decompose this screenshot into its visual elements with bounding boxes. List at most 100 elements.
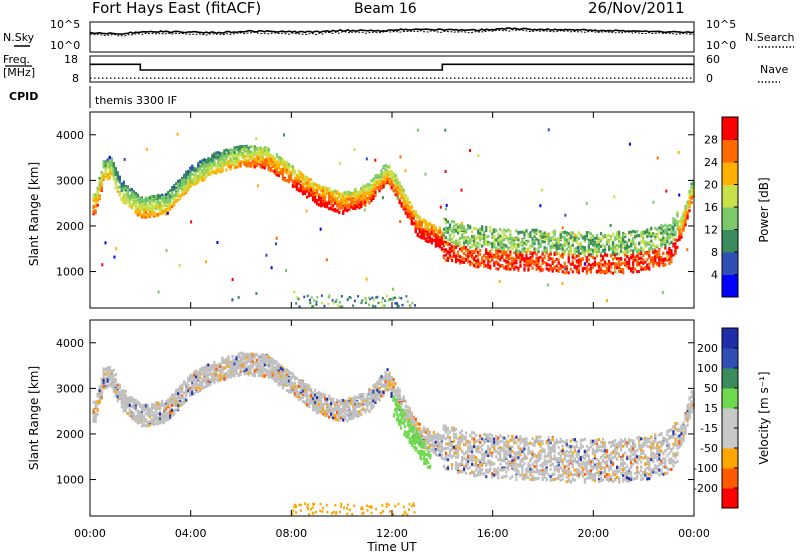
power-cell: [330, 197, 333, 201]
power-cell-sparse: [539, 204, 542, 208]
power-cell: [96, 203, 99, 207]
velocity-cell: [171, 411, 174, 415]
power-cell: [156, 193, 160, 197]
velocity-cell: [124, 402, 127, 406]
velocity-cell: [144, 404, 148, 408]
power-cell: [169, 207, 172, 211]
power-cell: [225, 154, 228, 158]
power-cell: [420, 220, 423, 224]
power-cell: [519, 230, 522, 234]
power-cell: [98, 177, 101, 181]
power-cell: [654, 259, 657, 263]
power-cell-sparse: [673, 223, 676, 227]
power-cell: [607, 233, 611, 237]
power-cell: [450, 258, 454, 262]
power-cell: [334, 189, 337, 193]
power-cell: [505, 255, 508, 259]
power-cell-low: [373, 299, 376, 302]
power-cell: [203, 158, 206, 162]
power-cell: [684, 207, 687, 211]
power-cell: [134, 205, 137, 209]
power-cell: [183, 179, 186, 183]
power-cell: [617, 264, 621, 268]
power-cell: [92, 199, 95, 203]
power-cell-sparse: [270, 266, 273, 270]
power-cell: [263, 150, 266, 154]
power-cell: [601, 270, 605, 274]
power-cell: [469, 238, 472, 242]
velocity-cell: [144, 420, 148, 424]
power-cell: [158, 208, 162, 212]
power-cell: [324, 186, 327, 190]
power-cell-sparse: [204, 260, 207, 264]
power-cell: [303, 182, 307, 186]
power-cell: [185, 179, 188, 183]
velocity-cell: [126, 397, 129, 401]
power-cell: [285, 164, 288, 168]
power-cell: [185, 176, 188, 180]
power-cell: [370, 184, 373, 188]
power-cell: [513, 245, 516, 249]
power-cell: [543, 234, 546, 238]
power-cell: [684, 204, 687, 208]
power-cell: [555, 264, 558, 268]
power-cell: [660, 231, 663, 235]
power-cell: [456, 239, 460, 243]
power-cell: [543, 254, 546, 258]
power-cell: [662, 242, 665, 246]
power-cell: [422, 233, 425, 237]
power-cell: [233, 149, 236, 153]
power-cell: [191, 168, 194, 172]
power-cell: [601, 248, 605, 252]
power-cell: [460, 246, 464, 250]
power-cell: [255, 151, 258, 155]
power-cell: [334, 201, 337, 205]
power-cell: [670, 232, 673, 236]
power-cell: [493, 255, 496, 259]
power-cell: [320, 196, 323, 200]
power-cell: [444, 248, 448, 252]
power-cell: [452, 247, 456, 251]
power-cell: [460, 226, 464, 230]
power-cell: [382, 176, 385, 180]
power-cell: [291, 165, 295, 169]
power-cell: [251, 164, 254, 168]
power-cell: [408, 201, 411, 205]
power-cell: [601, 243, 605, 247]
power-cell: [553, 265, 556, 269]
power-cell: [183, 190, 186, 194]
power-cell: [193, 175, 196, 179]
power-cell: [571, 237, 574, 241]
power-cell: [477, 241, 480, 245]
power-cell: [495, 255, 498, 259]
power-cell: [396, 181, 399, 185]
power-cell: [251, 154, 254, 158]
power-cell: [370, 189, 373, 193]
velocity-cell: [148, 412, 152, 416]
velocity-cell: [169, 403, 172, 407]
power-cell: [660, 257, 663, 261]
power-cell: [617, 269, 621, 273]
power-cell: [668, 261, 671, 265]
power-cell: [501, 230, 504, 234]
power-cell: [539, 236, 542, 240]
power-cell: [585, 270, 588, 274]
power-cell: [636, 262, 639, 266]
power-cell: [672, 237, 675, 241]
power-cell-low: [371, 304, 374, 308]
power-cell: [203, 165, 206, 169]
power-cell: [215, 166, 218, 170]
power-cell: [92, 193, 95, 197]
power-cell: [297, 189, 301, 193]
power-cell: [603, 248, 607, 252]
power-cell: [219, 153, 222, 157]
power-cell: [458, 225, 462, 229]
power-cell: [402, 200, 405, 204]
power-cell: [553, 252, 556, 256]
power-cell: [225, 162, 228, 166]
power-cell: [688, 204, 691, 208]
power-cell: [140, 202, 144, 206]
power-cell: [515, 256, 518, 260]
power-cell: [537, 265, 540, 269]
power-cell: [607, 267, 611, 271]
